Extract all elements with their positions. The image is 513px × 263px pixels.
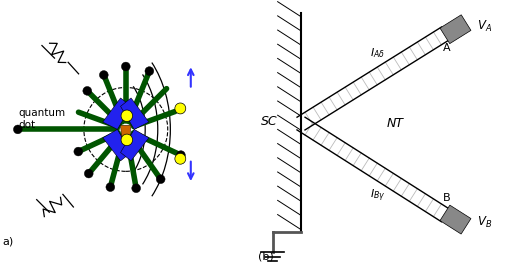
Polygon shape [103, 129, 131, 161]
Circle shape [176, 151, 185, 159]
Circle shape [145, 67, 154, 75]
Polygon shape [440, 205, 471, 234]
Circle shape [13, 125, 22, 134]
Text: quantum
dot: quantum dot [19, 108, 66, 130]
Polygon shape [121, 129, 149, 161]
Text: NT: NT [387, 117, 404, 130]
Circle shape [121, 110, 132, 122]
Polygon shape [121, 125, 131, 137]
Text: $V_A$: $V_A$ [477, 19, 492, 34]
Circle shape [84, 169, 93, 178]
Circle shape [122, 62, 130, 71]
Circle shape [83, 87, 92, 95]
Text: $V_B$: $V_B$ [477, 215, 492, 230]
Circle shape [156, 175, 165, 184]
Circle shape [100, 70, 108, 79]
Text: a): a) [2, 237, 13, 247]
Text: B: B [443, 193, 451, 203]
Circle shape [175, 153, 186, 164]
Polygon shape [121, 98, 149, 129]
Text: (b): (b) [258, 251, 273, 261]
Circle shape [132, 184, 141, 193]
Polygon shape [103, 98, 131, 129]
Text: $I_{A\delta}$: $I_{A\delta}$ [370, 46, 385, 60]
Circle shape [74, 147, 83, 156]
Circle shape [106, 183, 115, 191]
Polygon shape [440, 15, 471, 44]
Text: SC: SC [261, 115, 278, 128]
Text: A: A [443, 43, 451, 53]
Circle shape [175, 103, 186, 114]
Circle shape [121, 134, 132, 146]
Text: $I_{B\gamma}$: $I_{B\gamma}$ [370, 188, 385, 204]
